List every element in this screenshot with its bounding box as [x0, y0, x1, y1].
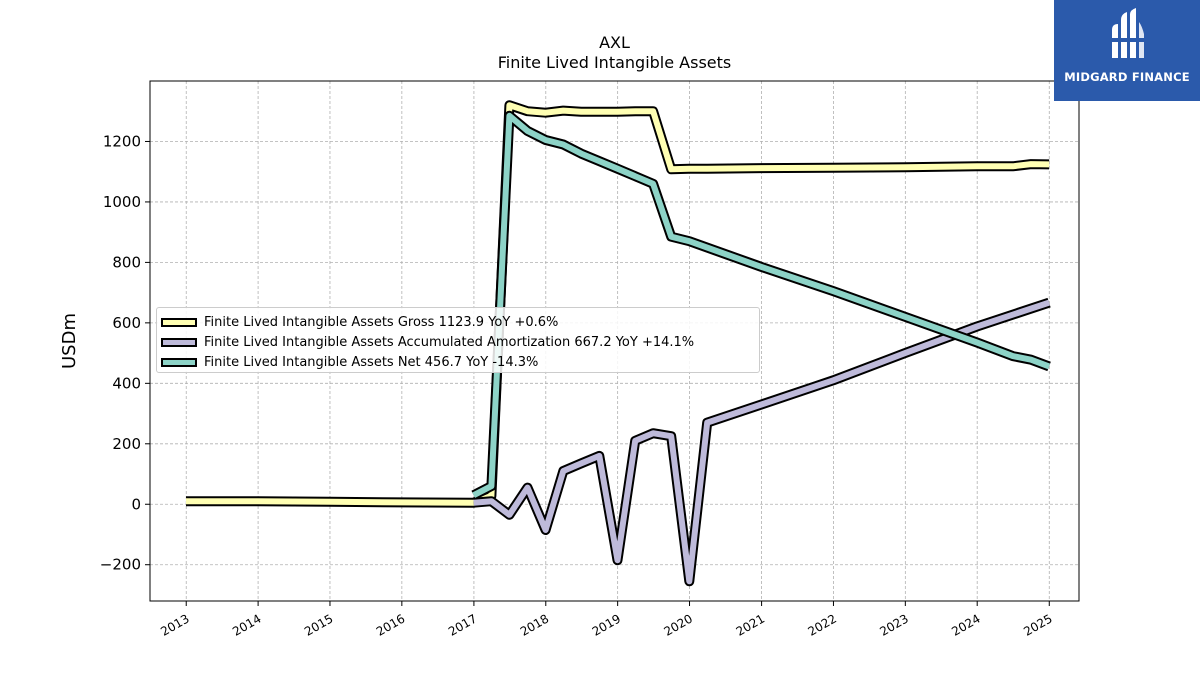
series-line-accumulated-amortization: [473, 299, 1051, 585]
y-tick-label: 1200: [103, 132, 141, 150]
y-tick-label: −200: [100, 556, 141, 574]
legend-swatch-net: [161, 357, 197, 367]
series-net: [471, 110, 1051, 500]
x-tick-label: 2022: [806, 611, 839, 638]
y-axis: −200 0 200 400 600 800 1000 1200: [100, 132, 150, 574]
x-tick-label: 2019: [590, 611, 623, 638]
legend-label-gross: Finite Lived Intangible Assets Gross 112…: [204, 314, 559, 330]
y-tick-label: 1000: [103, 193, 141, 211]
x-tick-label: 2025: [1021, 611, 1054, 638]
legend-label-accumulated-amortization: Finite Lived Intangible Assets Accumulat…: [204, 334, 695, 350]
x-tick-label: 2020: [662, 611, 695, 638]
legend-item-accumulated-amortization: Finite Lived Intangible Assets Accumulat…: [161, 332, 759, 352]
chart-title: AXL: [599, 33, 630, 52]
x-tick-label: 2016: [374, 611, 407, 638]
y-tick-label: 0: [131, 495, 141, 513]
legend-item-net: Finite Lived Intangible Assets Net 456.7…: [161, 352, 759, 372]
legend-swatch-accumulated-amortization: [161, 337, 197, 347]
x-tick-label: 2024: [949, 611, 982, 638]
x-tick-label: 2021: [734, 611, 767, 638]
x-tick-label: 2023: [877, 611, 910, 638]
chart-subtitle: Finite Lived Intangible Assets: [498, 53, 731, 72]
plot-frame: [149, 80, 1080, 602]
midgard-logo-icon: [1110, 8, 1146, 58]
x-tick-label: 2014: [230, 611, 263, 638]
x-tick-label: 2018: [518, 611, 551, 638]
brand-logo: MIDGARD FINANCE: [1054, 0, 1200, 101]
legend-label-net: Finite Lived Intangible Assets Net 456.7…: [204, 354, 539, 370]
series-accumulated-amortization: [473, 297, 1051, 587]
series-line-net: [472, 112, 1051, 498]
x-axis: 2013 2014 2015 2016 2017 2018 2019 2020 2021 2022…: [158, 601, 1055, 639]
legend-item-gross: Finite Lived Intangible Assets Gross 112…: [161, 312, 759, 332]
y-tick-label: 600: [112, 314, 141, 332]
legend-swatch-gross: [161, 317, 197, 327]
series-lines: [186, 100, 1051, 587]
x-tick-label: 2013: [158, 611, 191, 638]
chart-legend: Finite Lived Intangible Assets Gross 112…: [156, 307, 760, 373]
x-tick-label: 2017: [446, 611, 479, 638]
y-tick-label: 400: [112, 374, 141, 392]
y-axis-label: USDm: [59, 313, 80, 369]
x-tick-label: 2015: [302, 611, 335, 638]
y-tick-label: 200: [112, 435, 141, 453]
y-tick-label: 800: [112, 253, 141, 271]
brand-logo-text: MIDGARD FINANCE: [1064, 70, 1190, 84]
